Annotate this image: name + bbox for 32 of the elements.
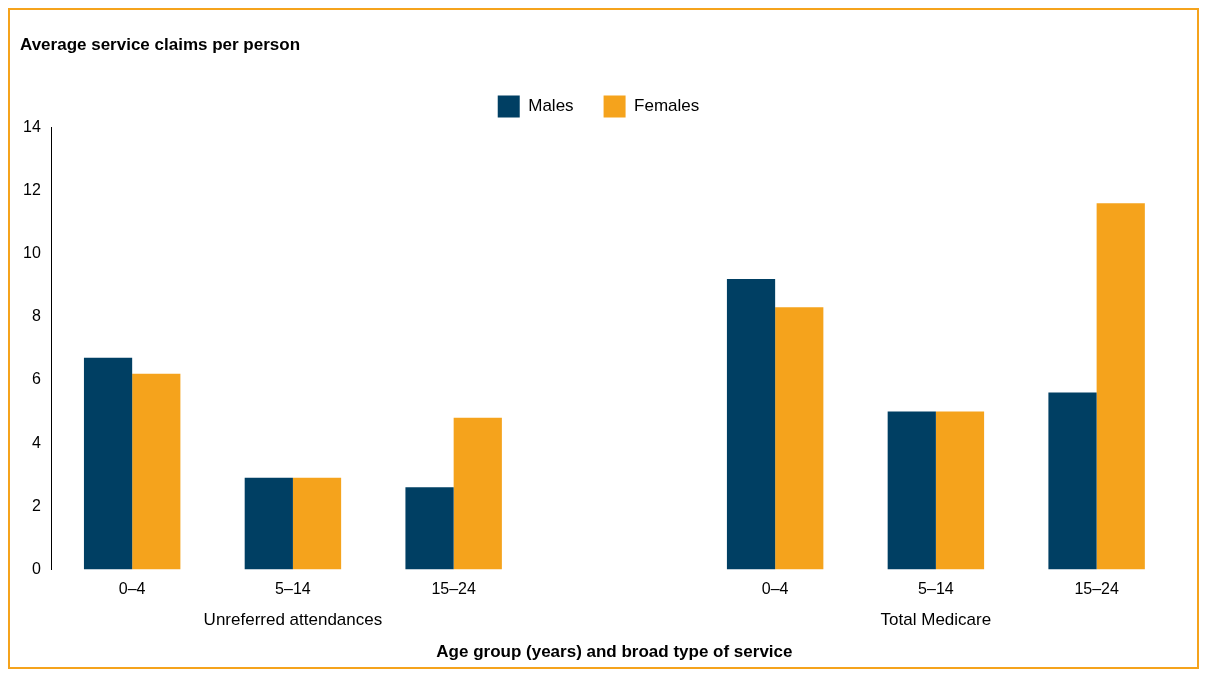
y-tick-label: 6 (31, 370, 41, 388)
bar (775, 307, 824, 570)
y-tick-label: 12 (23, 180, 41, 198)
x-axis-title: Age group (years) and broad type of service (436, 642, 793, 662)
text: Total Medicare (880, 609, 992, 629)
bar (1048, 392, 1097, 570)
bar (292, 477, 342, 570)
bar (83, 357, 133, 570)
bar (132, 373, 181, 570)
y-tick-label: 0 (31, 559, 41, 577)
bar (887, 411, 936, 570)
legend-label: Males (528, 96, 574, 116)
x-tick-label: 5–14 (918, 580, 954, 598)
legend-label: Females (634, 96, 700, 116)
bar (244, 477, 293, 570)
y-axis-title: Average service claims per person (20, 34, 301, 54)
x-tick-label: 15–24 (431, 580, 476, 598)
bar (405, 487, 454, 570)
y-tick-label: 8 (31, 307, 41, 325)
y-tick-label: 14 (23, 117, 41, 135)
y-tick-label: 2 (31, 496, 41, 514)
x-tick-label: 0–4 (118, 580, 146, 598)
bar (935, 411, 985, 570)
x-tick-label: 15–24 (1074, 580, 1119, 598)
text: Unreferred attendances (203, 609, 383, 629)
x-tick-label: 0–4 (761, 580, 789, 598)
bar (726, 278, 776, 570)
y-tick-label: 10 (23, 244, 41, 262)
bar (453, 417, 502, 570)
y-tick-label: 4 (31, 433, 41, 451)
x-tick-label: 5–14 (275, 580, 311, 598)
bar (1096, 203, 1145, 570)
